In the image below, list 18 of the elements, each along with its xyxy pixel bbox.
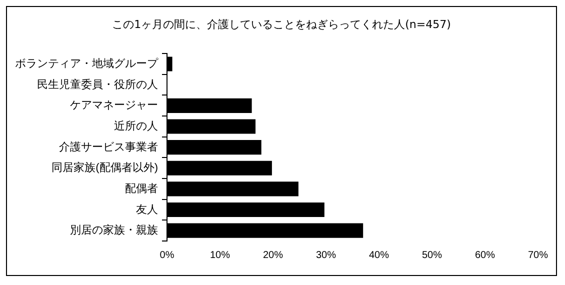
x-tick-label: 60% <box>474 250 496 261</box>
x-tick-label: 30% <box>316 250 336 261</box>
y-tick-label: 友人 <box>136 204 158 216</box>
y-tick-label: ケアマネージャー <box>70 100 158 112</box>
y-tick-label: ボランティア・地域グループ <box>15 57 159 70</box>
x-tick-label: 70% <box>528 250 548 261</box>
y-tick-label: 配偶者 <box>125 182 158 195</box>
x-tick-label: 20% <box>262 250 284 261</box>
y-tick-label: 別居の家族・親族 <box>70 224 158 237</box>
y-tick-label: 近所の人 <box>114 120 158 133</box>
chart-title: この1ヶ月の間に、介護していることをねぎらってくれた人(n=457) <box>111 17 452 32</box>
y-tick-label: 民生児童委員・役所の人 <box>37 78 158 91</box>
x-tick-label: 10% <box>210 250 230 261</box>
x-tick-label: 0% <box>160 250 174 261</box>
x-tick-label: 50% <box>422 250 442 261</box>
y-tick-label: 同居家族(配偶者以外) <box>52 161 158 174</box>
y-tick-label: 介護サービス事業者 <box>59 140 158 154</box>
x-tick-label: 40% <box>368 250 390 261</box>
